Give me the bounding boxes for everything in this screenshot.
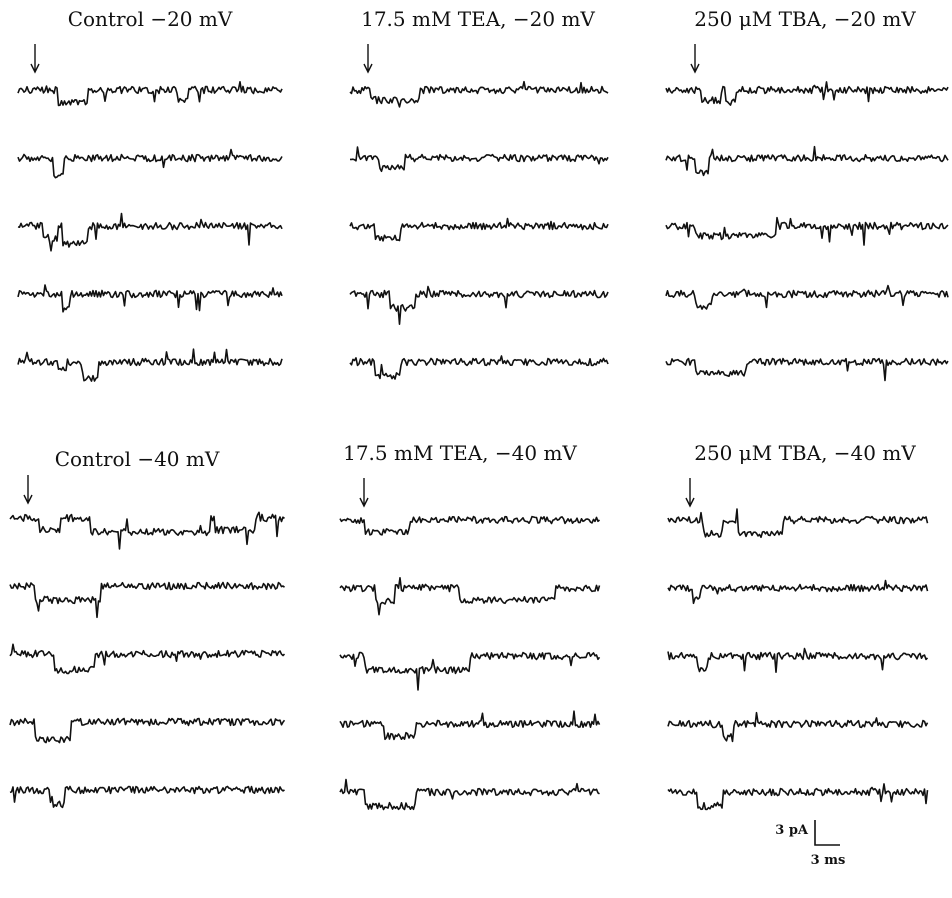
current-trace (667, 508, 929, 539)
stimulus-arrow (363, 44, 373, 74)
current-trace (339, 710, 601, 741)
current-trace (17, 212, 283, 252)
current-trace (665, 216, 949, 246)
panel-title-tba-40: 250 μM TBA, −40 mV (694, 441, 916, 465)
current-trace (17, 284, 283, 313)
panel-title-tba-20: 250 μM TBA, −20 mV (694, 7, 916, 31)
scale-bar-time-label: 3 ms (811, 853, 846, 868)
current-trace (17, 148, 283, 179)
panel-title-control-40: Control −40 mV (55, 447, 220, 471)
current-trace (9, 511, 285, 550)
current-trace (665, 145, 949, 177)
current-trace (665, 284, 949, 310)
stimulus-arrow (359, 478, 369, 508)
current-trace (349, 355, 609, 380)
current-trace (9, 785, 285, 809)
current-traces (9, 80, 949, 811)
current-trace (9, 581, 285, 619)
current-trace (665, 81, 949, 106)
scale-bar-lines (814, 820, 840, 846)
current-trace (339, 515, 601, 536)
current-trace (9, 717, 286, 744)
current-trace (667, 711, 929, 743)
stimulus-arrow (30, 44, 40, 74)
stimulus-arrow (685, 478, 695, 508)
current-trace (339, 651, 601, 691)
current-trace (667, 647, 929, 673)
current-trace (339, 577, 601, 616)
panel-title-control-20: Control −20 mV (68, 7, 233, 31)
scale-bar-current-label: 3 pA (775, 823, 809, 838)
current-trace (339, 778, 600, 811)
current-trace (350, 146, 609, 173)
current-trace (349, 80, 609, 108)
current-trace (349, 217, 609, 242)
current-trace (667, 783, 929, 811)
scale-bar: 3 pA 3 ms (775, 820, 845, 868)
current-trace (9, 643, 286, 675)
current-trace (665, 357, 949, 382)
panel-title-tea-20: 17.5 mM TEA, −20 mV (361, 7, 595, 31)
panel-title-tea-40: 17.5 mM TEA, −40 mV (343, 441, 577, 465)
stimulus-arrow (690, 44, 700, 74)
current-trace (17, 81, 283, 107)
stimulus-arrow (23, 475, 33, 505)
current-trace (349, 285, 609, 325)
current-trace (17, 348, 283, 382)
current-trace (667, 579, 929, 605)
stimulus-arrows (23, 44, 700, 508)
